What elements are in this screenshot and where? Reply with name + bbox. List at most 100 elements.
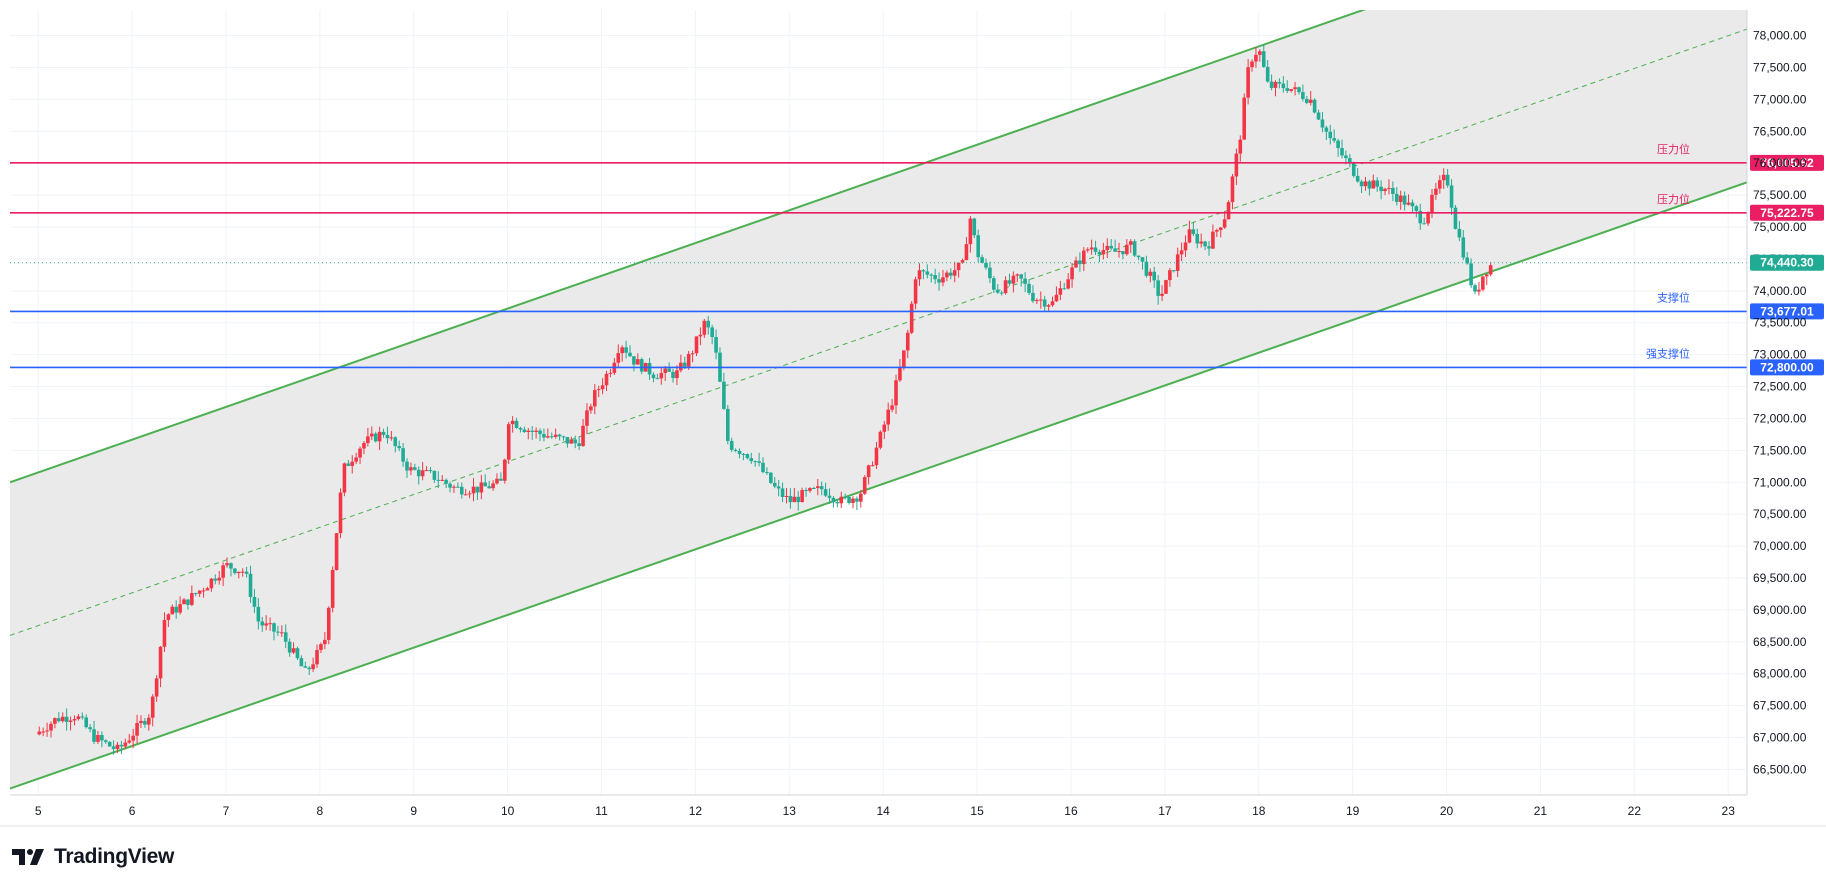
candle-body bbox=[428, 470, 433, 472]
candle-body bbox=[1238, 139, 1243, 154]
candle bbox=[874, 441, 879, 469]
candle bbox=[1195, 228, 1200, 249]
candle bbox=[1117, 242, 1121, 258]
candle bbox=[147, 714, 151, 731]
candle bbox=[366, 427, 370, 447]
price-badge-text: 75,222.75 bbox=[1760, 206, 1814, 220]
candle-body bbox=[369, 433, 374, 437]
candle-body bbox=[1054, 294, 1059, 302]
candle bbox=[369, 426, 374, 441]
candle bbox=[823, 482, 828, 498]
candle bbox=[1050, 296, 1055, 307]
candle-body bbox=[925, 271, 930, 275]
candle bbox=[628, 345, 632, 358]
candle bbox=[933, 268, 937, 285]
candle bbox=[1398, 190, 1403, 210]
candle bbox=[150, 694, 155, 727]
candle-body bbox=[1324, 127, 1329, 132]
candle-body bbox=[115, 744, 120, 749]
candle-body bbox=[127, 740, 132, 743]
candle bbox=[1070, 263, 1074, 288]
candle bbox=[1078, 252, 1082, 272]
candle bbox=[307, 666, 312, 676]
candle-body bbox=[616, 353, 621, 363]
candle bbox=[1351, 161, 1356, 178]
candle-body bbox=[346, 463, 351, 466]
candle bbox=[244, 566, 249, 578]
candle bbox=[174, 600, 178, 619]
candle-body bbox=[851, 498, 855, 503]
candle bbox=[870, 461, 875, 467]
candle bbox=[690, 350, 695, 363]
candle-body bbox=[373, 433, 378, 442]
candle-body bbox=[244, 571, 249, 574]
candle-body bbox=[1015, 274, 1020, 276]
candle-body bbox=[467, 493, 472, 495]
candle bbox=[620, 345, 624, 362]
candle-body bbox=[1093, 247, 1098, 252]
candle bbox=[995, 284, 1000, 294]
candle bbox=[1109, 239, 1113, 251]
candle-body bbox=[217, 577, 222, 581]
candle-body bbox=[1187, 229, 1192, 243]
candle-body bbox=[749, 458, 754, 462]
candle-body bbox=[1445, 174, 1450, 186]
candle-body bbox=[303, 666, 308, 668]
candle-body bbox=[178, 604, 182, 613]
candle bbox=[1148, 268, 1153, 283]
candle-body bbox=[1085, 249, 1090, 251]
candle-body bbox=[389, 437, 394, 439]
candle-body bbox=[874, 447, 879, 466]
candlestick-chart[interactable]: 压力位 76,005.52 压力位 75,222.75 支撑位 73,677.01 强支撑位… bbox=[0, 0, 1826, 830]
time-tick-label: 18 bbox=[1252, 804, 1266, 818]
candle-body bbox=[522, 429, 527, 433]
candle-body bbox=[855, 498, 859, 502]
candle bbox=[1027, 279, 1031, 295]
candle-body bbox=[757, 461, 761, 463]
candle-body bbox=[898, 367, 902, 381]
price-axis: 78,000.00 77,500.00 77,000.00 76,500.00 76,0… bbox=[1746, 10, 1824, 795]
candle bbox=[190, 585, 194, 607]
candle-body bbox=[518, 428, 523, 430]
candle-body bbox=[1160, 293, 1164, 296]
candle bbox=[1156, 275, 1160, 305]
candle-body bbox=[1062, 288, 1067, 290]
candle bbox=[1469, 258, 1473, 289]
candle bbox=[338, 488, 343, 539]
candle-body bbox=[413, 467, 417, 470]
candle bbox=[855, 496, 859, 511]
candle-body bbox=[100, 735, 104, 741]
candle bbox=[358, 446, 362, 465]
candle bbox=[1391, 181, 1395, 202]
candle-body bbox=[862, 477, 867, 494]
candle bbox=[956, 262, 961, 278]
candle bbox=[272, 622, 276, 641]
candle bbox=[518, 426, 523, 433]
price-tick-label: 72,500.00 bbox=[1753, 380, 1807, 394]
candle-body bbox=[565, 437, 570, 444]
candle-body bbox=[655, 378, 660, 380]
time-axis: 5 6 7 8 9 10 11 12 13 14 15 16 17 18 19 20 21 22 23 bbox=[10, 794, 1747, 818]
candle bbox=[248, 565, 253, 603]
candle bbox=[1367, 179, 1372, 196]
candle-body bbox=[1019, 274, 1024, 279]
candle bbox=[503, 458, 507, 484]
candle bbox=[1465, 252, 1470, 265]
candle-body bbox=[264, 623, 268, 626]
candle bbox=[843, 493, 847, 500]
candle-body bbox=[385, 434, 390, 439]
candle-body bbox=[878, 431, 883, 448]
candle-body bbox=[170, 606, 175, 615]
candle bbox=[988, 261, 992, 284]
candle-body bbox=[859, 493, 863, 502]
candle-body bbox=[1105, 245, 1110, 251]
candle-body bbox=[514, 420, 519, 429]
candle bbox=[1324, 125, 1329, 141]
channel-upper-line bbox=[10, 10, 1367, 484]
candle-body bbox=[1128, 241, 1133, 245]
candle bbox=[1234, 148, 1239, 186]
candle bbox=[776, 480, 781, 497]
candle bbox=[1222, 210, 1227, 229]
chart-area[interactable]: 压力位 76,005.52 压力位 75,222.75 支撑位 73,677.01 强支撑位… bbox=[0, 0, 1826, 830]
candle-body bbox=[1273, 81, 1278, 88]
